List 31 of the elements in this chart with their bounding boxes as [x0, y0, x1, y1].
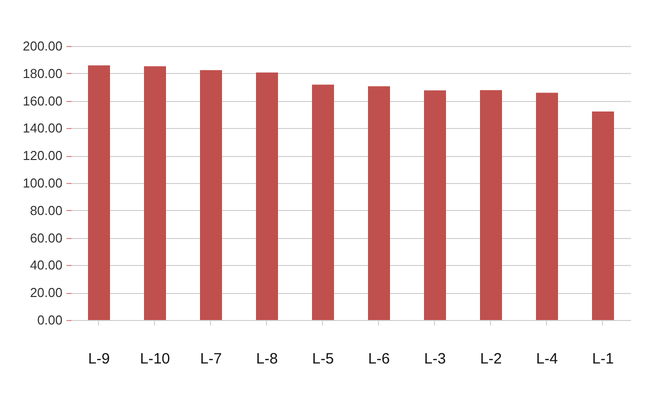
x-tick-label: L-6 [368, 350, 390, 368]
x-tick-label: L-5 [312, 350, 334, 368]
x-tick-label: L-8 [256, 350, 278, 368]
x-tick-label: L-1 [592, 350, 614, 368]
bar [312, 84, 334, 320]
y-tick-label: 180.00 [22, 66, 62, 81]
x-tick-label: L-9 [88, 350, 110, 368]
x-tick-label: L-10 [140, 350, 170, 368]
y-tick-label: 80.00 [30, 202, 62, 218]
y-tick-label: 120.00 [22, 148, 62, 164]
y-tick-label: 200.00 [22, 38, 62, 54]
x-tick-label: L-2 [480, 350, 502, 368]
y-tick-label: 100.00 [22, 176, 62, 190]
bar [592, 111, 614, 320]
bar [88, 65, 110, 320]
bar [256, 72, 278, 320]
y-tick-label: 160.00 [22, 93, 62, 108]
y-tick-label: 40.00 [30, 258, 62, 273]
x-tick-label: L-4 [536, 350, 558, 368]
bar [424, 90, 446, 320]
bar [144, 66, 166, 320]
bar [480, 90, 502, 320]
bar [368, 86, 390, 320]
bar [536, 92, 558, 320]
y-tick-label: 140.00 [22, 120, 62, 136]
x-tick-label: L-3 [424, 350, 446, 368]
x-tick-label: L-7 [200, 350, 222, 368]
y-tick-label: 0.00 [37, 312, 62, 328]
y-tick-label: 60.00 [30, 230, 62, 246]
bar [200, 70, 222, 320]
y-tick-label: 20.00 [30, 285, 62, 300]
